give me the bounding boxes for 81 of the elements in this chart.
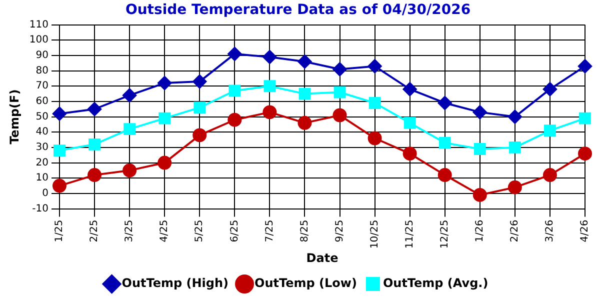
x-tick-label: 12/25 <box>439 220 450 249</box>
point <box>472 188 487 202</box>
point <box>334 86 346 98</box>
point <box>264 80 276 92</box>
point <box>332 62 347 76</box>
point <box>578 146 592 161</box>
y-tick-label: 20 <box>36 157 48 168</box>
point <box>228 46 242 61</box>
point <box>228 112 242 127</box>
point <box>472 105 487 120</box>
y-tick-label: 90 <box>36 50 48 62</box>
y-tick-label: 80 <box>36 65 48 76</box>
point <box>579 112 591 124</box>
point <box>508 180 522 194</box>
x-tick-label: 10/25 <box>369 220 380 249</box>
point <box>88 138 100 150</box>
x-tick-label: 2/26 <box>510 220 521 242</box>
point <box>192 128 207 142</box>
point <box>298 54 312 69</box>
x-tick-label: 5/25 <box>194 220 206 242</box>
point <box>122 163 137 178</box>
point <box>438 136 451 149</box>
x-tick-label: 6/25 <box>229 220 240 242</box>
point <box>368 131 382 146</box>
y-tick-label: 110 <box>29 19 48 30</box>
point <box>158 112 171 124</box>
point <box>542 168 557 182</box>
x-tick-label: 4/26 <box>580 220 591 242</box>
y-axis-title: Temp(F) <box>7 89 22 144</box>
legend-label: OutTemp (High) <box>122 276 229 290</box>
x-tick-label: 9/25 <box>334 220 346 242</box>
x-tick-label: 3/25 <box>124 220 136 242</box>
point <box>402 82 417 96</box>
point <box>404 116 416 129</box>
point <box>262 105 277 120</box>
point <box>474 143 486 155</box>
point <box>192 74 207 89</box>
point <box>124 123 136 136</box>
point <box>438 96 452 110</box>
point <box>158 76 172 90</box>
legend-label: OutTemp (Low) <box>254 276 357 290</box>
y-tick-label: 60 <box>36 96 48 108</box>
x-tick-label: 1/25 <box>54 220 66 242</box>
x-tick-label: 4/25 <box>159 220 170 242</box>
point <box>194 102 206 114</box>
x-tick-label: 1/26 <box>474 220 486 242</box>
point <box>122 88 137 102</box>
point <box>158 156 172 170</box>
y-tick-label: 40 <box>36 126 48 138</box>
x-axis-title: Date <box>306 250 338 265</box>
point <box>262 50 277 64</box>
point <box>88 102 102 116</box>
y-tick-label: 0 <box>42 188 48 200</box>
point <box>298 116 312 130</box>
y-tick-label: 70 <box>36 80 48 92</box>
point <box>544 124 556 137</box>
x-tick-label: 3/26 <box>544 220 556 242</box>
point <box>368 59 382 74</box>
point <box>402 146 417 161</box>
point <box>54 144 66 156</box>
legend-label: OutTemp (Avg.) <box>382 276 488 290</box>
point <box>298 88 311 100</box>
y-tick-label: 100 <box>29 34 48 46</box>
y-tick-label: 30 <box>36 142 48 154</box>
point <box>508 142 521 154</box>
point <box>438 168 452 182</box>
y-tick-label: -10 <box>32 203 48 214</box>
point <box>368 97 381 109</box>
point <box>578 59 592 74</box>
y-tick-label: 50 <box>36 111 48 122</box>
point <box>88 168 102 182</box>
x-tick-label: 8/25 <box>299 220 310 242</box>
point <box>508 110 522 124</box>
point <box>332 108 347 122</box>
point <box>228 84 241 97</box>
point <box>542 82 557 96</box>
x-tick-label: 11/25 <box>404 220 416 249</box>
y-tick-label: 10 <box>36 172 48 184</box>
x-tick-label: 2/25 <box>89 220 100 242</box>
x-tick-label: 7/25 <box>264 220 276 242</box>
chart-title: Outside Temperature Data as of 04/30/2026 <box>125 2 471 18</box>
